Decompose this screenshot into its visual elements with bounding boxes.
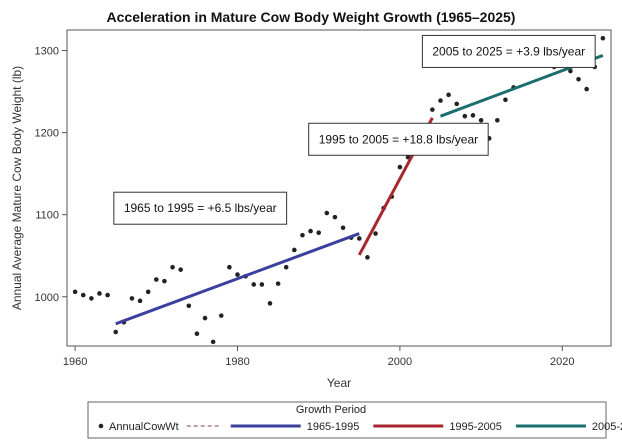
data-point — [373, 231, 378, 236]
data-point — [227, 264, 232, 270]
annotation-1: 1965 to 1995 = +6.5 lbs/year — [113, 191, 288, 225]
y-tick-label: 1100 — [35, 210, 59, 222]
legend-item-1995-2005: 1995-2005 — [373, 421, 502, 433]
legend-label: 2005-2025 — [592, 421, 622, 433]
plot-frame — [66, 29, 612, 347]
data-point — [365, 255, 370, 260]
data-point — [202, 315, 208, 321]
legend: Growth Period AnnualCowWt 1965-1995 1995-2… — [87, 401, 622, 439]
data-point — [430, 107, 435, 112]
annotation-text: 1995 to 2005 = +18.8 lbs/year — [319, 132, 478, 146]
data-point — [462, 113, 468, 119]
annotation-box — [421, 34, 596, 68]
data-point — [576, 76, 581, 82]
annotation-box — [113, 191, 288, 225]
data-points — [72, 35, 606, 345]
data-point — [308, 228, 313, 234]
legend-title: Growth Period — [296, 404, 366, 416]
data-point — [584, 86, 589, 92]
data-point — [283, 264, 289, 270]
data-point — [251, 282, 257, 287]
data-point — [162, 278, 167, 284]
data-point — [267, 301, 273, 306]
data-point — [194, 331, 200, 336]
data-point — [235, 272, 240, 277]
y-tick-label: 1200 — [35, 128, 59, 140]
data-point — [72, 289, 78, 295]
data-point — [356, 236, 362, 241]
data-point — [97, 291, 102, 296]
data-point — [292, 247, 297, 253]
y-axis: 1000 1100 1200 1300 — [35, 46, 67, 304]
data-point — [503, 97, 508, 103]
data-point — [478, 117, 484, 123]
legend-label: 1995-2005 — [449, 421, 502, 433]
data-point — [600, 35, 606, 41]
x-tick-label: 1980 — [225, 356, 249, 368]
y-tick-label: 1300 — [35, 46, 59, 58]
x-axis: 1960 1980 2000 2020 — [63, 346, 575, 368]
chart-title: Acceleration in Mature Cow Body Weight G… — [107, 9, 516, 25]
data-point — [113, 329, 119, 335]
fit-lines — [115, 54, 604, 326]
x-axis-label: Year — [327, 376, 351, 390]
data-point — [145, 289, 151, 295]
data-point — [446, 92, 451, 98]
x-tick-label: 1960 — [63, 356, 87, 368]
legend-frame — [87, 401, 607, 439]
data-point — [154, 277, 159, 282]
data-point — [137, 298, 143, 304]
fit-line-1965-1995 — [115, 232, 360, 326]
annotation-text: 2005 to 2025 = +3.9 lbs/year — [432, 44, 585, 58]
data-point — [332, 214, 338, 220]
data-point — [186, 303, 192, 309]
data-point — [316, 230, 322, 236]
legend-marker — [98, 423, 104, 429]
data-point — [568, 68, 573, 74]
data-point — [275, 281, 281, 286]
legend-item-2005-2025: 2005-2025 — [515, 421, 622, 433]
legend-label: AnnualCowWt — [109, 421, 179, 433]
x-tick-label: 2020 — [550, 356, 574, 368]
annotation-2: 1995 to 2005 = +18.8 lbs/year — [308, 122, 489, 156]
data-point — [397, 164, 403, 170]
legend-label: 1965-1995 — [307, 421, 360, 433]
data-point — [218, 313, 224, 318]
x-tick-label: 2000 — [388, 356, 412, 368]
data-point — [129, 296, 135, 301]
annotation-3: 2005 to 2025 = +3.9 lbs/year — [421, 34, 596, 68]
data-point — [170, 264, 175, 270]
data-point — [89, 296, 94, 301]
data-point — [259, 282, 265, 287]
legend-item-AnnualCowWt: AnnualCowWt — [98, 421, 179, 433]
data-point — [340, 225, 346, 231]
data-point — [300, 232, 305, 238]
legend-item-1965-1995: 1965-1995 — [230, 421, 360, 433]
y-axis-label: Annual Average Mature Cow Body Weight (l… — [10, 66, 24, 310]
data-point — [178, 267, 183, 272]
y-tick-label: 1000 — [35, 292, 59, 304]
data-point — [454, 101, 460, 107]
annotations: 1965 to 1995 = +6.5 lbs/year 1995 to 2005… — [113, 34, 596, 225]
annotation-text: 1965 to 1995 = +6.5 lbs/year — [124, 201, 277, 215]
data-point — [438, 98, 443, 103]
data-point — [495, 117, 500, 123]
annotation-box — [308, 122, 489, 156]
data-point — [105, 292, 110, 298]
data-point — [210, 339, 216, 345]
data-point — [324, 210, 330, 216]
data-point — [470, 113, 476, 118]
data-point — [80, 292, 86, 298]
